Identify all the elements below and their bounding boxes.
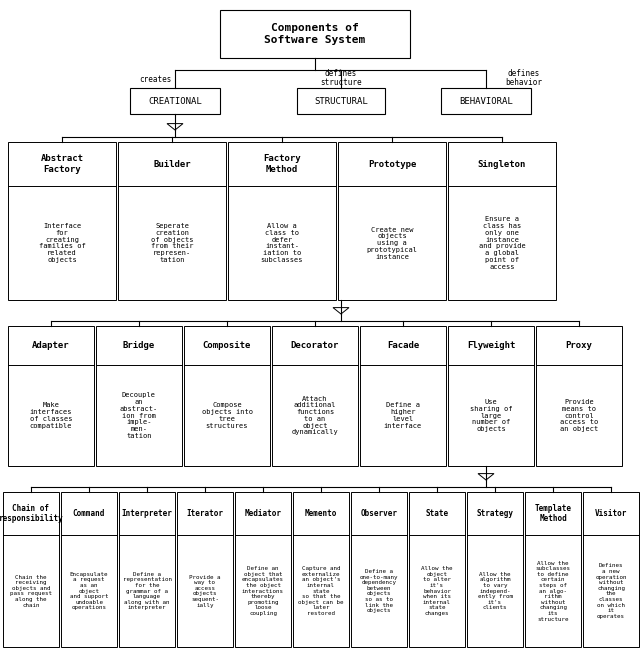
Bar xyxy=(228,142,336,300)
Text: Define a
higher
level
interface: Define a higher level interface xyxy=(384,403,422,429)
Text: Defines
a new
operation
without
changing
the
classes
on which
it
operates: Defines a new operation without changing… xyxy=(595,563,627,619)
Text: Abstract
Factory: Abstract Factory xyxy=(40,155,83,174)
Text: Visitor: Visitor xyxy=(595,509,627,519)
Bar xyxy=(293,492,349,647)
Bar xyxy=(130,88,220,114)
Bar xyxy=(297,88,385,114)
Bar xyxy=(536,326,622,466)
Text: Template
Method: Template Method xyxy=(534,504,572,523)
Text: Facade: Facade xyxy=(387,341,419,350)
Text: Encapsulate
a request
as an
object
and support
undoable
operations: Encapsulate a request as an object and s… xyxy=(70,572,108,611)
Text: defines
behavior: defines behavior xyxy=(506,68,543,88)
Text: Chain of
responsibility: Chain of responsibility xyxy=(0,504,63,523)
Text: Allow the
subclasses
to define
certain
steps of
an algo-
rithm
without
changing
: Allow the subclasses to define certain s… xyxy=(536,561,570,622)
Text: Define an
object that
encapsulates
the object
interactions
thereby
promoting
loo: Define an object that encapsulates the o… xyxy=(242,567,284,616)
Text: Builder: Builder xyxy=(153,160,191,168)
Text: Define a
representation
for the
grammar of a
language
along with an
interpreter: Define a representation for the grammar … xyxy=(122,572,172,611)
Text: Compose
objects into
tree
structures: Compose objects into tree structures xyxy=(202,403,253,429)
Bar xyxy=(96,326,182,466)
Text: Proxy: Proxy xyxy=(566,341,593,350)
Polygon shape xyxy=(167,124,183,130)
Bar xyxy=(61,492,117,647)
Text: Define a
one-to-many
dependency
between
objects
so as to
link the
objects: Define a one-to-many dependency between … xyxy=(360,569,398,613)
Text: Allow the
object
to alter
it's
behavior
when its
internal
state
changes: Allow the object to alter it's behavior … xyxy=(421,567,452,616)
Text: Decouple
an
abstract-
ion from
imple-
men-
tation: Decouple an abstract- ion from imple- me… xyxy=(120,392,158,439)
Bar xyxy=(177,492,233,647)
Bar xyxy=(8,326,94,466)
Bar xyxy=(272,326,358,466)
Text: Decorator: Decorator xyxy=(291,341,339,350)
Polygon shape xyxy=(478,474,494,480)
Text: Adapter: Adapter xyxy=(32,341,70,350)
Bar xyxy=(360,326,446,466)
Text: Attach
additional
functions
to an
object
dynamically: Attach additional functions to an object… xyxy=(292,395,339,436)
Text: Make
interfaces
of classes
compatible: Make interfaces of classes compatible xyxy=(29,403,72,429)
Bar xyxy=(235,492,291,647)
Bar xyxy=(448,326,534,466)
Text: Interpreter: Interpreter xyxy=(122,509,172,519)
Text: Allow a
class to
defer
instant-
iation to
subclasses: Allow a class to defer instant- iation t… xyxy=(260,223,303,263)
Text: Capture and
externalize
an object's
internal
state
so that the
object can be
lat: Capture and externalize an object's inte… xyxy=(298,567,344,616)
Bar xyxy=(467,492,523,647)
Text: Chain the
receiving
objects and
pass request
along the
chain: Chain the receiving objects and pass req… xyxy=(10,574,52,608)
Text: Observer: Observer xyxy=(360,509,397,519)
Bar xyxy=(338,142,446,300)
Text: BEHAVIORAL: BEHAVIORAL xyxy=(459,97,513,105)
Bar xyxy=(119,492,175,647)
Text: Components of
Software System: Components of Software System xyxy=(264,23,365,45)
Bar xyxy=(583,492,639,647)
Text: Use
sharing of
large
number of
objects: Use sharing of large number of objects xyxy=(470,399,512,432)
Text: Singleton: Singleton xyxy=(478,160,526,168)
Bar xyxy=(525,492,581,647)
Text: State: State xyxy=(426,509,449,519)
Bar xyxy=(8,142,116,300)
Text: STRUCTURAL: STRUCTURAL xyxy=(314,97,368,105)
Text: CREATIONAL: CREATIONAL xyxy=(148,97,202,105)
Text: Seperate
creation
of objects
from their
represen-
tation: Seperate creation of objects from their … xyxy=(151,223,193,263)
Text: Ensure a
class has
only one
instance
and provide
a global
point of
access: Ensure a class has only one instance and… xyxy=(479,216,525,270)
Text: Provide
means to
control
access to
an object: Provide means to control access to an ob… xyxy=(560,399,598,432)
Text: Provide a
way to
access
objects
sequent-
ially: Provide a way to access objects sequent-… xyxy=(189,574,221,608)
Text: Prototype: Prototype xyxy=(368,160,416,168)
Text: creates: creates xyxy=(139,76,171,84)
Text: Interface
for
creating
families of
related
objects: Interface for creating families of relat… xyxy=(38,223,85,263)
Polygon shape xyxy=(333,307,349,314)
Text: Factory
Method: Factory Method xyxy=(263,155,301,174)
Text: Mediator: Mediator xyxy=(244,509,282,519)
Bar xyxy=(409,492,465,647)
Text: Create new
objects
using a
prototypical
instance: Create new objects using a prototypical … xyxy=(367,226,417,260)
Text: Composite: Composite xyxy=(203,341,251,350)
Bar xyxy=(220,10,410,58)
Text: Allow the
algorithm
to vary
independ-
ently from
it's
clients: Allow the algorithm to vary independ- en… xyxy=(477,572,513,611)
Text: Flyweight: Flyweight xyxy=(467,341,515,350)
Bar xyxy=(351,492,407,647)
Text: Memento: Memento xyxy=(305,509,337,519)
Bar xyxy=(184,326,270,466)
Bar xyxy=(3,492,59,647)
Bar xyxy=(448,142,556,300)
Text: Strategy: Strategy xyxy=(477,509,513,519)
Text: Command: Command xyxy=(73,509,105,519)
Text: Bridge: Bridge xyxy=(123,341,155,350)
Bar xyxy=(118,142,226,300)
Bar xyxy=(441,88,531,114)
Text: defines
structure: defines structure xyxy=(320,68,362,88)
Text: Iterator: Iterator xyxy=(186,509,223,519)
